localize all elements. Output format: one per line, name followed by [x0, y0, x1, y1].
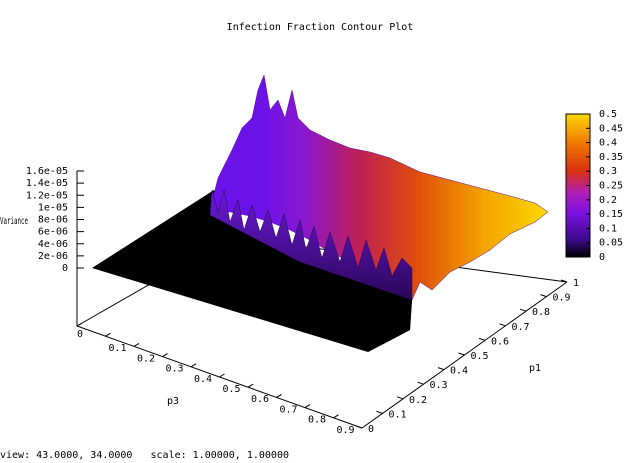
x-tick-label: 0.8 [308, 415, 326, 426]
colorbar-tick-label: 0.35 [599, 152, 623, 163]
z-tick-label: 1e-05 [38, 202, 68, 213]
y-tick-label: 0 [368, 424, 374, 435]
x-tick-mark [276, 393, 282, 398]
z-tick-label: 8e-06 [38, 215, 68, 226]
y-tick-label: 0.2 [409, 395, 427, 406]
y-tick-label: 0.8 [532, 307, 550, 318]
x-tick-label: 0.7 [280, 404, 298, 415]
y-tick-mark [519, 308, 527, 312]
colorbar-tick-label: 0.45 [599, 123, 623, 134]
x-tick-label: 0.9 [337, 425, 355, 436]
x-axis-ticks: 0 0.1 0.2 0.3 0.4 0.5 0.6 0.7 0.8 0.9 [76, 322, 355, 436]
x-tick-label: 0.1 [109, 343, 127, 354]
y-tick-mark [376, 410, 383, 414]
z-axis-label: Variance [0, 216, 28, 227]
y-tick-mark [478, 337, 486, 341]
x-tick-mark [219, 373, 225, 378]
z-tick-label: 0 [62, 263, 68, 274]
colorbar-tick-label: 0.4 [599, 138, 617, 149]
colorbar-tick-label: 0.2 [599, 195, 617, 206]
z-tick-label: 1.2e-05 [26, 190, 68, 201]
y-tick-mark [560, 279, 568, 283]
x-tick-label: 0 [77, 329, 83, 340]
x-tick-mark [162, 353, 168, 358]
colorbar-tick-label: 0.05 [599, 238, 623, 249]
colorbar-tick-label: 0.25 [599, 181, 623, 192]
x-tick-mark [247, 383, 254, 388]
y-tick-mark [417, 381, 424, 385]
y-axis-ticks: 0 0.10.20.30.40.50.60.70.80.91 [355, 278, 579, 435]
surface-front-face [209, 189, 413, 301]
y-tick-mark [499, 323, 506, 327]
colorbar-tick-label: 0 [599, 252, 605, 263]
y-tick-label: 0.5 [471, 351, 489, 362]
x-tick-label: 0.6 [251, 394, 269, 405]
y-tick-label: 0.9 [553, 293, 571, 304]
y-tick-mark [355, 425, 363, 429]
x-tick-label: 0.2 [137, 353, 155, 364]
x-axis-label: p3 [167, 396, 179, 407]
y-tick-mark [458, 352, 465, 356]
y-axis-label: p1 [529, 363, 541, 374]
colorbar-tick-label: 0.1 [599, 223, 617, 234]
view-status: view: 43.0000, 34.0000 scale: 1.00000, 1… [0, 450, 289, 461]
y-tick-label: 0.6 [491, 336, 509, 347]
y-tick-label: 0.4 [450, 366, 468, 377]
colorbar-tick-label: 0.15 [599, 209, 623, 220]
z-tick-label: 4e-06 [38, 239, 68, 250]
x-tick-label: 0.4 [194, 374, 212, 385]
z-tick-label: 1.6e-05 [26, 166, 68, 177]
x-tick-mark [105, 332, 111, 337]
x-tick-mark [304, 404, 311, 409]
surface-front-drop [300, 262, 412, 352]
colorbar-ticks: 0.5 0.45 0.4 0.35 0.3 0.25 0.2 0.15 0.1 0.05 0 [586, 109, 623, 263]
y-tick-label: 0.7 [512, 322, 530, 333]
y-tick-mark [396, 396, 404, 400]
x-tick-mark [133, 342, 140, 347]
x-tick-label: 0.3 [166, 364, 184, 375]
y-tick-label: 1 [573, 278, 579, 289]
y-tick-label: 0.1 [389, 409, 407, 420]
y-tick-mark [540, 294, 547, 298]
x-tick-mark [190, 363, 197, 368]
z-tick-label: 1.4e-05 [26, 178, 68, 189]
y-tick-label: 0.3 [430, 380, 448, 391]
colorbar-tick-label: 0.3 [599, 166, 617, 177]
x-tick-mark [76, 322, 83, 327]
x-tick-mark [333, 414, 339, 419]
z-tick-label: 2e-06 [38, 251, 68, 262]
colorbar-tick-label: 0.5 [599, 109, 617, 120]
chart-title: Infection Fraction Contour Plot [227, 22, 414, 33]
y-tick-mark [437, 367, 445, 371]
x-tick-label: 0.5 [223, 384, 241, 395]
z-tick-label: 6e-06 [38, 227, 68, 238]
